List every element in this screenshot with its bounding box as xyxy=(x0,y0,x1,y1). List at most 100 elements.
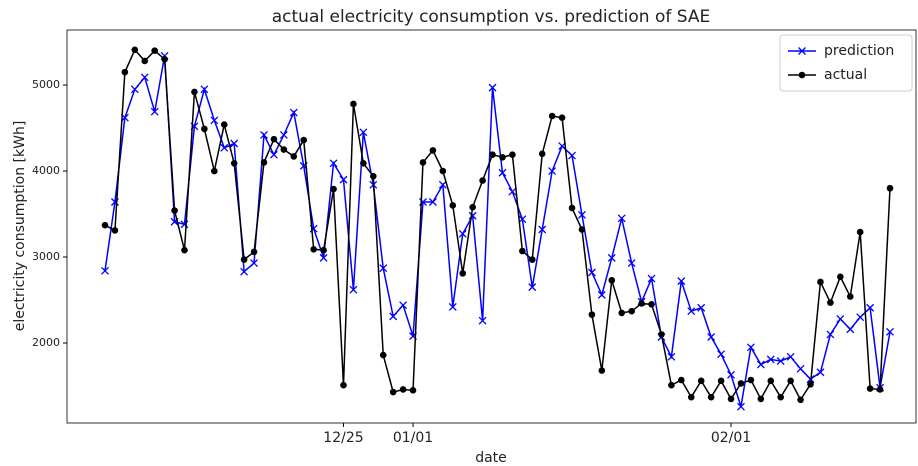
point-marker xyxy=(459,270,467,277)
point-marker xyxy=(836,314,845,323)
point-marker xyxy=(638,300,645,307)
point-marker xyxy=(428,198,437,206)
point-marker xyxy=(777,393,784,401)
point-marker xyxy=(727,370,735,379)
point-marker xyxy=(151,47,158,54)
series-line xyxy=(104,55,891,407)
point-marker xyxy=(488,83,497,92)
point-marker xyxy=(240,256,248,263)
point-marker xyxy=(736,402,745,411)
point-marker xyxy=(786,352,795,361)
point-marker xyxy=(489,151,496,158)
point-marker xyxy=(360,159,367,167)
point-marker xyxy=(827,299,834,306)
point-marker xyxy=(876,386,884,393)
point-marker xyxy=(101,221,109,229)
series-line xyxy=(104,48,891,402)
point-marker xyxy=(230,159,238,167)
point-marker xyxy=(509,151,516,158)
point-marker xyxy=(647,274,656,283)
point-marker xyxy=(796,364,805,373)
point-marker xyxy=(648,301,655,308)
point-marker xyxy=(528,256,536,263)
point-marker xyxy=(746,343,755,352)
point-marker xyxy=(687,307,696,316)
point-marker xyxy=(389,312,398,321)
point-marker xyxy=(866,303,875,312)
point-marker xyxy=(578,210,586,219)
point-marker xyxy=(369,172,377,180)
point-marker xyxy=(469,203,476,211)
y-tick-label: 2000 xyxy=(32,336,60,349)
point-marker xyxy=(141,57,149,65)
point-marker xyxy=(658,331,665,338)
point-marker xyxy=(269,150,278,159)
point-marker xyxy=(757,395,765,403)
point-marker xyxy=(558,114,566,122)
point-marker xyxy=(210,116,219,125)
point-marker xyxy=(538,150,546,158)
point-marker xyxy=(479,177,486,184)
point-marker xyxy=(201,125,208,133)
point-marker xyxy=(150,107,159,116)
point-marker xyxy=(130,85,139,94)
x-tick-label: 02/01 xyxy=(711,430,751,446)
point-marker xyxy=(756,360,765,369)
point-marker xyxy=(320,246,327,254)
point-marker xyxy=(250,248,258,256)
point-marker xyxy=(628,307,635,315)
point-marker xyxy=(727,395,735,403)
point-marker xyxy=(886,184,894,192)
point-marker xyxy=(171,207,178,214)
point-marker xyxy=(499,153,506,161)
point-marker xyxy=(359,128,368,137)
point-marker xyxy=(508,187,517,196)
point-marker xyxy=(607,253,616,262)
point-marker xyxy=(240,267,249,276)
point-marker xyxy=(766,355,775,364)
point-marker xyxy=(618,309,626,317)
point-marker xyxy=(767,377,775,385)
point-marker xyxy=(627,259,636,268)
point-marker xyxy=(846,293,854,300)
point-marker xyxy=(807,381,814,388)
point-marker xyxy=(399,386,407,393)
point-marker xyxy=(220,121,228,128)
legend-box xyxy=(779,34,913,92)
point-marker xyxy=(448,302,457,311)
point-marker xyxy=(846,325,855,334)
legend-label: prediction xyxy=(824,43,894,59)
point-marker xyxy=(776,357,785,366)
chart-title: actual electricity consumption vs. predi… xyxy=(272,7,710,27)
point-marker xyxy=(717,377,725,385)
point-marker xyxy=(587,268,596,277)
point-marker xyxy=(389,388,397,396)
point-marker xyxy=(191,88,198,96)
point-marker xyxy=(350,100,357,108)
point-marker xyxy=(817,278,824,286)
point-marker xyxy=(568,151,576,160)
y-tick-label: 4000 xyxy=(32,164,60,177)
point-marker xyxy=(866,385,874,392)
point-marker xyxy=(886,327,894,336)
x-tick-label: 12/25 xyxy=(323,430,363,446)
point-marker xyxy=(519,247,526,255)
point-marker xyxy=(498,168,507,177)
point-marker xyxy=(270,135,278,143)
point-marker xyxy=(717,350,726,359)
point-marker xyxy=(608,276,616,284)
point-marker xyxy=(588,311,596,318)
point-marker xyxy=(250,259,259,268)
point-marker xyxy=(439,167,447,175)
point-marker xyxy=(121,68,129,76)
point-marker xyxy=(290,153,298,160)
point-marker xyxy=(578,226,586,233)
point-marker xyxy=(260,159,268,166)
point-marker xyxy=(319,253,328,262)
point-marker xyxy=(379,351,387,359)
point-marker xyxy=(379,264,388,273)
y-axis-label: electricity consumption [kWh] xyxy=(12,121,28,332)
point-marker xyxy=(449,202,457,209)
point-marker xyxy=(220,143,229,152)
point-marker xyxy=(349,285,358,294)
